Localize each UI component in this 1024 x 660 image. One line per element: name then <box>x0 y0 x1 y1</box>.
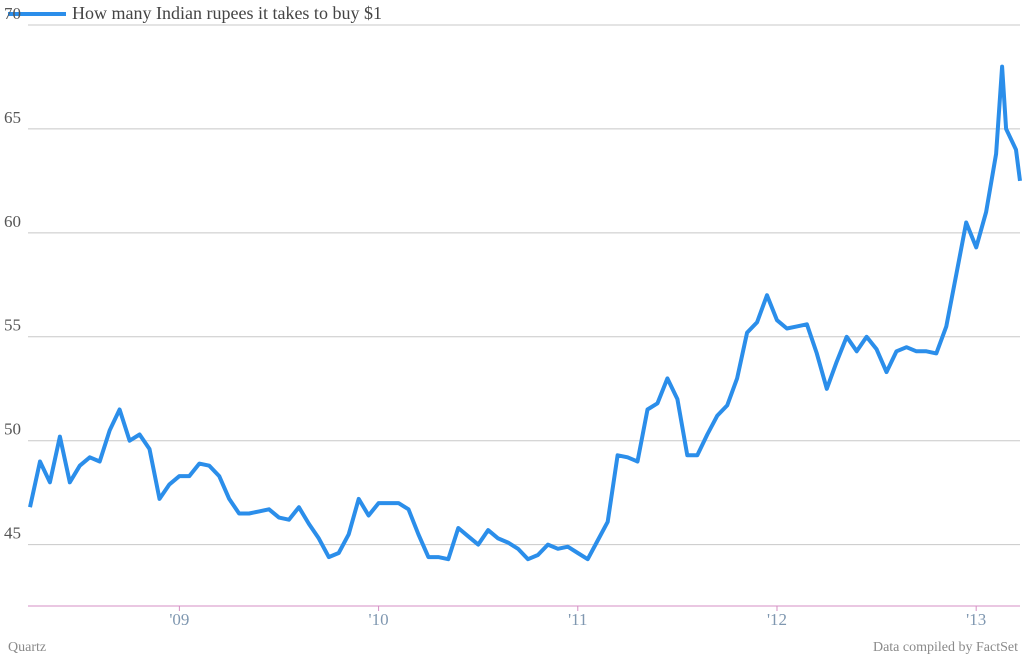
x-tick-label: '12 <box>767 610 787 629</box>
credit: Quartz <box>8 640 46 655</box>
legend-label: How many Indian rupees it takes to buy $… <box>72 3 382 23</box>
data-line <box>28 64 1022 562</box>
x-tick-label: '13 <box>966 610 986 629</box>
y-tick-label: 70 <box>4 4 21 23</box>
source: Data compiled by FactSet <box>873 640 1018 655</box>
y-tick-label: 60 <box>4 212 21 231</box>
y-tick-label: 65 <box>4 108 21 127</box>
y-tick-label: 45 <box>4 524 21 543</box>
x-tick-label: '09 <box>169 610 189 629</box>
y-tick-label: 55 <box>4 316 21 335</box>
x-tick-label: '10 <box>369 610 389 629</box>
x-tick-label: '11 <box>568 610 587 629</box>
y-tick-label: 50 <box>4 420 21 439</box>
